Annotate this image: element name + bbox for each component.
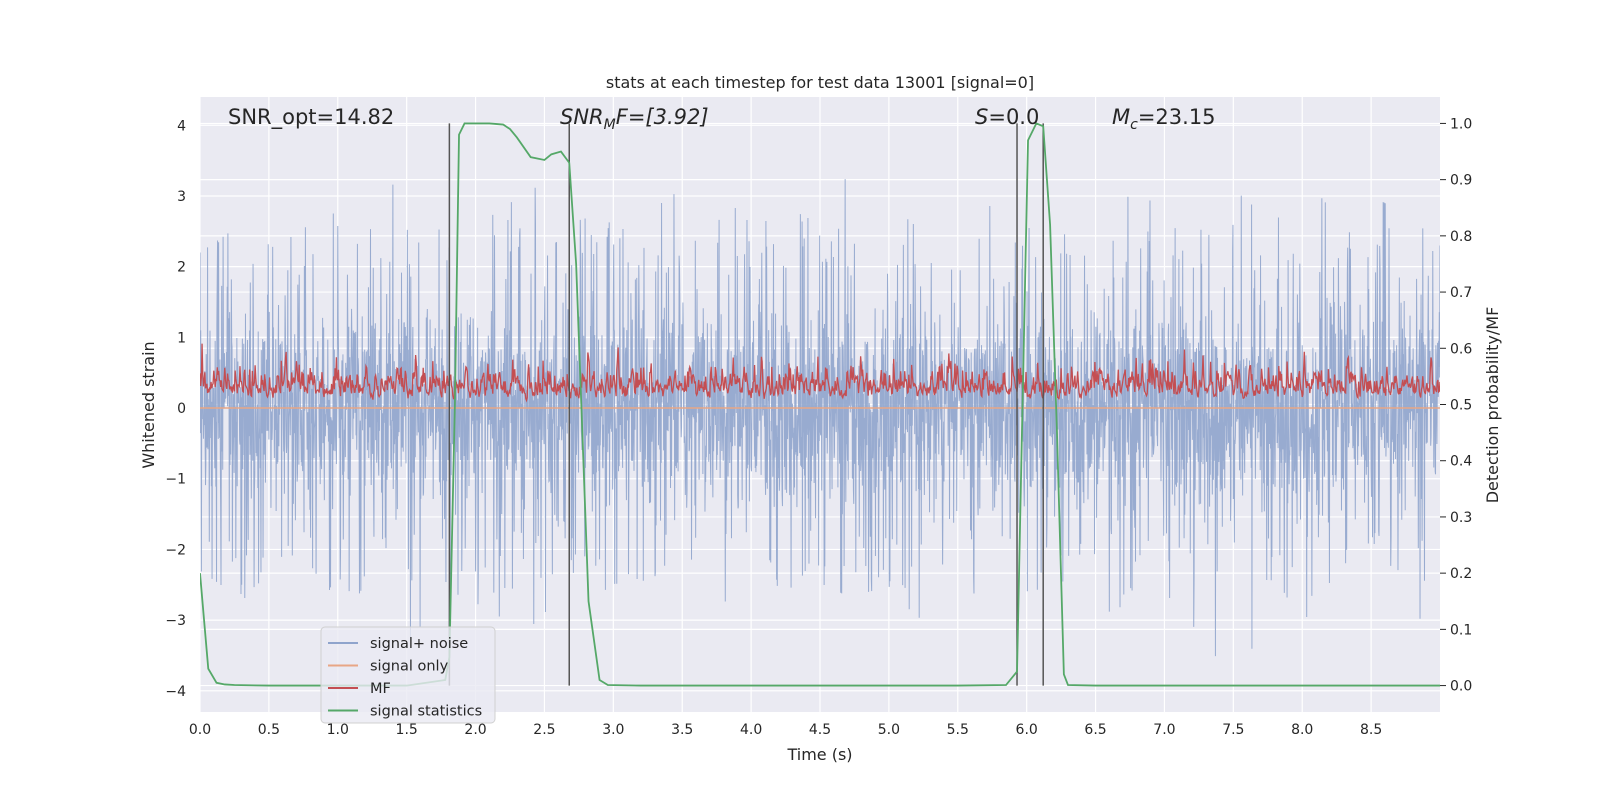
legend-label-0: signal+ noise xyxy=(370,636,468,652)
y-right-tick-label: 0.0 xyxy=(1450,679,1472,695)
annotation-snr-mf-rest: F=[3.92] xyxy=(616,105,709,129)
legend-box xyxy=(320,626,496,724)
x-tick-label: 2.0 xyxy=(464,722,486,738)
vertical-markers xyxy=(448,123,1044,686)
annotation-mc-sub: c xyxy=(1130,117,1138,133)
y-right-tick-label: 0.3 xyxy=(1450,510,1472,526)
y-left-tick-label: 2 xyxy=(177,260,186,276)
x-tick-label: 8.0 xyxy=(1291,722,1313,738)
x-tick-label: 1.0 xyxy=(327,722,349,738)
x-tick-label: 5.5 xyxy=(947,722,969,738)
y-left-tick-label: −2 xyxy=(165,542,186,558)
y-right-tick-label: 0.1 xyxy=(1450,622,1472,638)
legend-label-2: MF xyxy=(370,681,391,697)
x-tick-label: 7.0 xyxy=(1153,722,1175,738)
x-axis-ticks: 0.0 0.5 1.0 1.5 2.0 2.5 3.0 3.5 4.0 4.5 5.0 5.5 6.0 6… xyxy=(189,722,1382,738)
x-tick-label: 3.5 xyxy=(671,722,693,738)
y-right-axis-title: Detection probability/MF xyxy=(1483,307,1502,504)
annotation-snr-opt: SNR_opt=14.82 xyxy=(228,105,394,130)
x-tick-label: 4.0 xyxy=(740,722,762,738)
y-left-tick-label: 0 xyxy=(177,401,186,417)
annotation-snr-mf: SNRMF=[3.92] xyxy=(560,105,709,133)
legend: signal+ noise signal only MF signal statist… xyxy=(320,626,496,724)
y-left-tick-label: 4 xyxy=(177,118,186,134)
legend-label-3: signal statistics xyxy=(370,704,482,720)
y-right-tick-label: 0.6 xyxy=(1450,341,1472,357)
legend-entries: signal+ noise signal only MF signal statist… xyxy=(328,636,482,720)
annotation-snr-mf-sub: M xyxy=(604,117,616,133)
y-right-tick-label: 0.8 xyxy=(1450,229,1472,245)
x-tick-label: 0.0 xyxy=(189,722,211,738)
y-left-tick-label: −1 xyxy=(165,472,186,488)
y-right-tick-label: 0.2 xyxy=(1450,566,1472,582)
annotation-snr-mf-main: SNR xyxy=(560,105,604,129)
x-tick-label: 1.5 xyxy=(396,722,418,738)
annotation-mc-value: =23.15 xyxy=(1138,105,1216,129)
y-right-tick-label: 0.7 xyxy=(1450,285,1472,301)
annotation-s-value: =0.0 xyxy=(988,105,1039,129)
annotation-mc: Mc=23.15 xyxy=(1112,105,1216,133)
x-tick-label: 6.0 xyxy=(1016,722,1038,738)
annotation-mc-symbol: M xyxy=(1112,105,1130,129)
x-tick-label: 6.5 xyxy=(1084,722,1106,738)
y-left-tick-label: 1 xyxy=(177,330,186,346)
series-layer xyxy=(200,122,1440,687)
x-tick-label: 4.5 xyxy=(809,722,831,738)
x-tick-label: 3.0 xyxy=(602,722,624,738)
y-right-tick-label: 1.0 xyxy=(1450,116,1472,132)
series-mf xyxy=(200,343,1440,403)
legend-label-1: signal only xyxy=(370,659,449,675)
y-left-axis-title: Whitened strain xyxy=(139,341,158,468)
y-left-axis-ticks: −4 −3 −2 −1 0 1 2 3 4 xyxy=(165,118,186,700)
x-axis-title: Time (s) xyxy=(786,745,852,764)
chart-title: stats at each timestep for test data 130… xyxy=(606,73,1034,92)
y-right-tick-label: 0.5 xyxy=(1450,398,1472,414)
y-right-axis-ticks: 0.0 0.1 0.2 0.3 0.4 0.5 0.6 0.7 0.8 0.9 1.0 xyxy=(1440,116,1472,695)
x-tick-label: 7.5 xyxy=(1222,722,1244,738)
y-left-tick-label: −4 xyxy=(165,684,186,700)
x-tick-label: 5.0 xyxy=(878,722,900,738)
y-left-tick-label: −3 xyxy=(165,613,186,629)
x-tick-label: 0.5 xyxy=(258,722,280,738)
annotation-s-symbol: S xyxy=(975,105,988,129)
x-tick-label: 2.5 xyxy=(533,722,555,738)
x-tick-label: 8.5 xyxy=(1360,722,1382,738)
y-right-tick-label: 0.4 xyxy=(1450,454,1472,470)
y-right-tick-label: 0.9 xyxy=(1450,173,1472,189)
annotation-s: S=0.0 xyxy=(975,105,1039,129)
y-left-tick-label: 3 xyxy=(177,189,186,205)
